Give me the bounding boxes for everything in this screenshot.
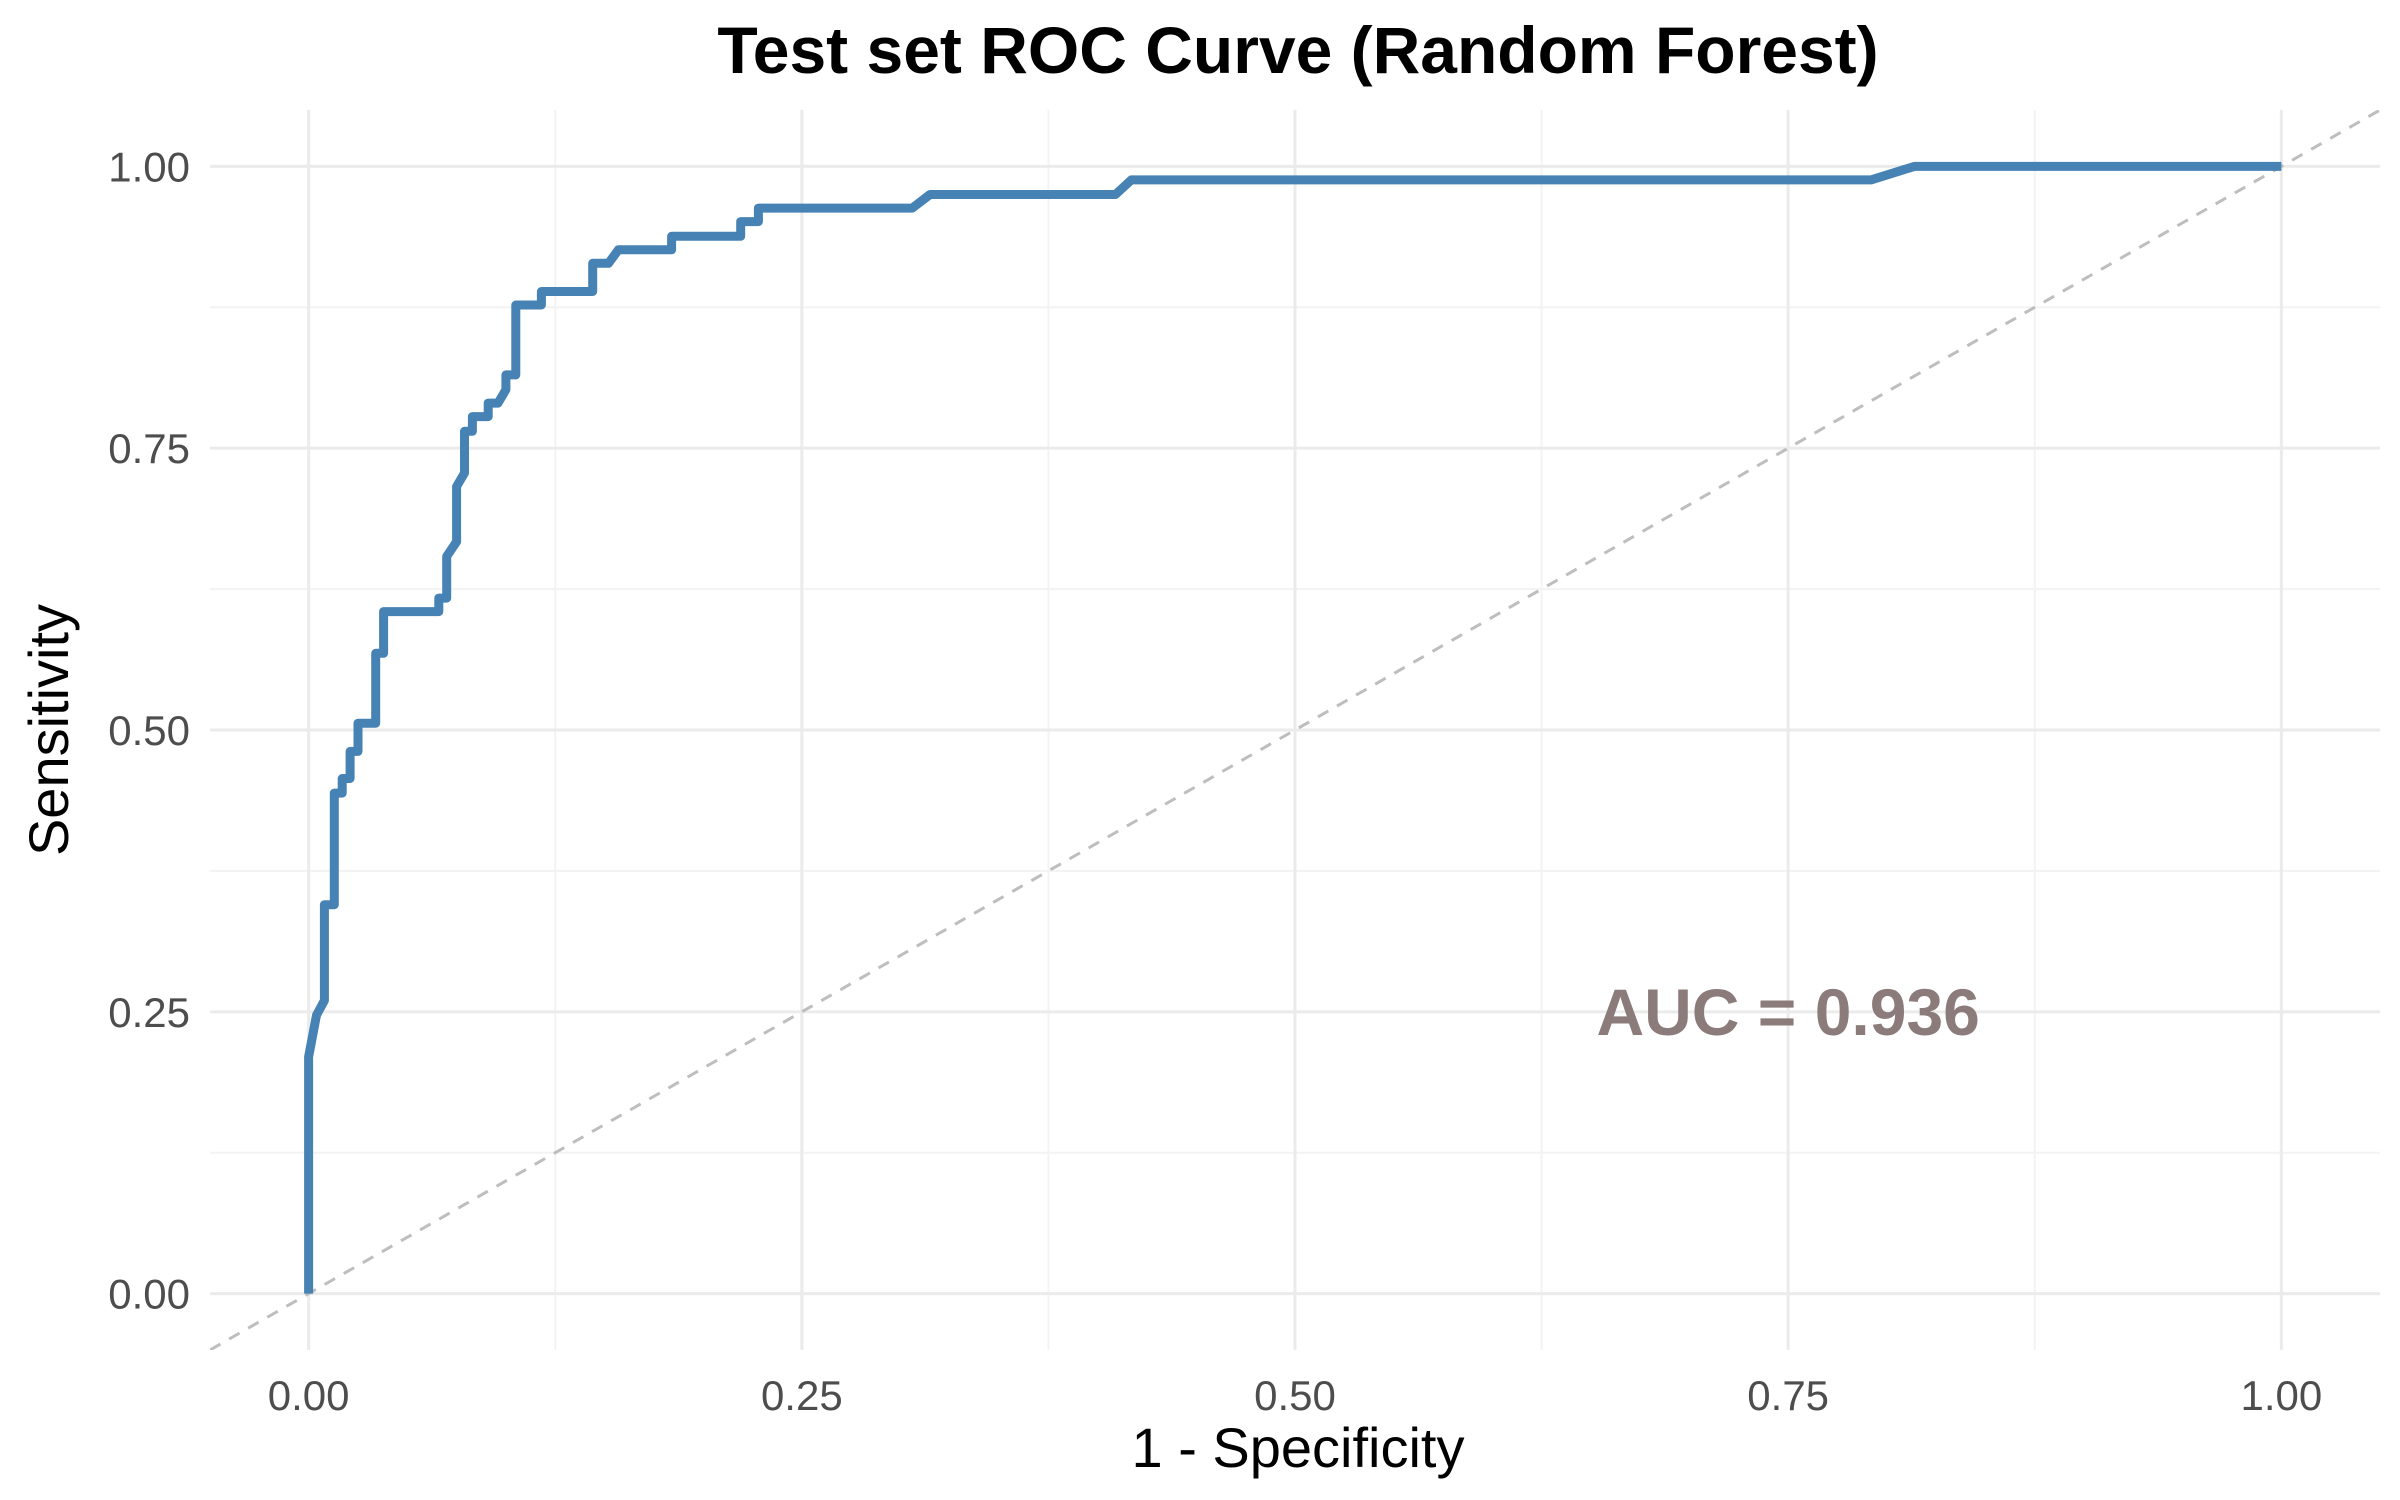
y-axis-title: Sensitivity xyxy=(17,604,80,856)
major-gridlines xyxy=(210,110,2380,1350)
x-axis-title: 1 - Specificity xyxy=(1132,1416,1465,1479)
x-tick-label-3: 0.75 xyxy=(1747,1372,1829,1419)
x-axis-tick-labels: 0.00 0.25 0.50 0.75 1.00 xyxy=(268,1372,2322,1419)
x-tick-label-2: 0.50 xyxy=(1254,1372,1336,1419)
y-axis-tick-labels: 0.00 0.25 0.50 0.75 1.00 xyxy=(108,143,190,1317)
roc-curve-line xyxy=(304,161,2282,1294)
y-tick-label-0: 0.00 xyxy=(108,1271,190,1318)
x-tick-label-4: 1.00 xyxy=(2240,1372,2322,1419)
y-tick-label-2: 0.50 xyxy=(108,707,190,754)
y-tick-label-3: 0.75 xyxy=(108,425,190,472)
x-tick-label-1: 0.25 xyxy=(761,1372,843,1419)
x-tick-label-0: 0.00 xyxy=(268,1372,350,1419)
y-tick-label-1: 0.25 xyxy=(108,989,190,1036)
y-tick-label-4: 1.00 xyxy=(108,143,190,190)
auc-annotation: AUC = 0.936 xyxy=(1596,975,1979,1049)
chart-title: Test set ROC Curve (Random Forest) xyxy=(717,13,1878,87)
